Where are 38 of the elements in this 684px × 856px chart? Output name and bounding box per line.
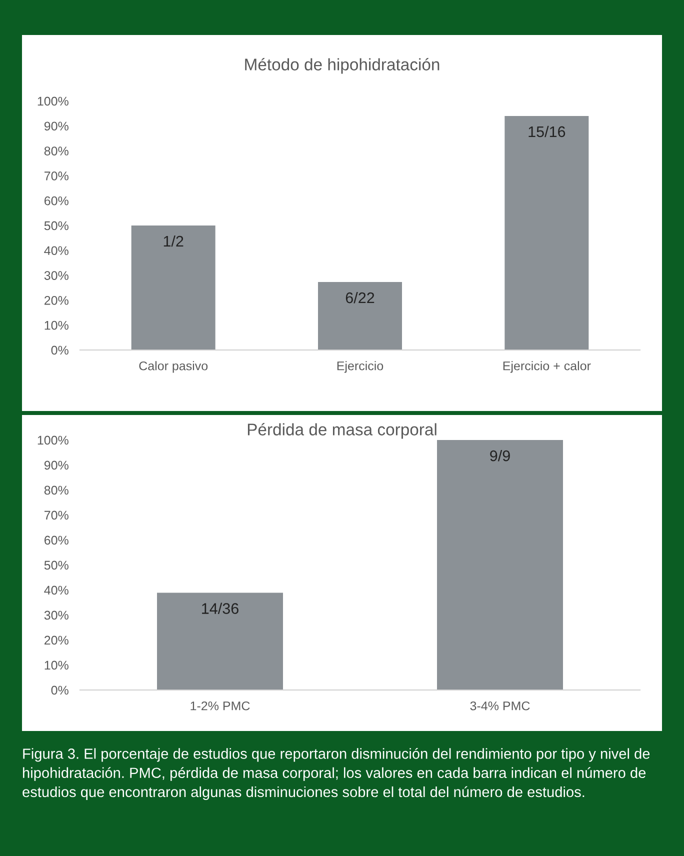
y-tick-label: 70% [44,172,68,180]
y-tick-label: 80% [44,486,68,495]
bar [504,116,589,350]
y-tick-label: 40% [44,586,68,595]
y-tick-label: 40% [44,246,68,256]
y-tick-label: 10% [44,660,68,670]
chart-title: Pérdida de masa corporal [248,423,436,439]
y-tick-label: 100% [38,436,68,445]
y-tick-label: 30% [44,610,68,620]
annotation: 1/2 [164,235,184,247]
x-tick-label: Calor pasivo [139,361,208,373]
bar [131,226,216,350]
y-tick-label: 90% [44,122,68,131]
y-tick-label: 60% [44,536,68,545]
y-tick-label: 0% [51,346,68,355]
y-tick-label: 100% [38,96,68,106]
y-tick-label: 70% [44,510,68,520]
y-tick-label: 50% [44,560,68,570]
x-tick-label: 1-2% PMC [190,701,250,710]
y-tick-label: 20% [44,296,68,305]
y-tick-label: 50% [44,221,68,230]
annotation: 6/22 [346,292,374,304]
x-tick-label: Ejercicio [337,361,384,373]
annotation: 14/36 [202,602,238,614]
annotation: 9/9 [490,450,510,462]
y-tick-label: 20% [44,636,68,645]
chart-title: Método de hipohidratación [245,58,440,74]
y-tick-label: 80% [44,146,68,156]
x-tick-label: Ejercicio + calor [503,361,591,373]
y-tick-label: 90% [44,460,68,470]
annotation: 15/16 [528,126,566,138]
y-tick-label: 60% [44,196,68,206]
text: Figura 3. El porcentaje de estudios que reportaron disminución del rendimiento por tipo y nivel de hipohidratación. PMC, pérdida de masa corporal; los valores en cada barra indican el número de estudios que encontraron algunas disminuciones sobre el total del número de estudios. [22,748,650,800]
bar [318,282,402,350]
y-tick-label: 0% [51,686,68,695]
y-tick-label: 10% [44,320,68,330]
y-tick-label: 30% [44,271,68,280]
x-tick-label: 3-4% PMC [470,701,530,710]
